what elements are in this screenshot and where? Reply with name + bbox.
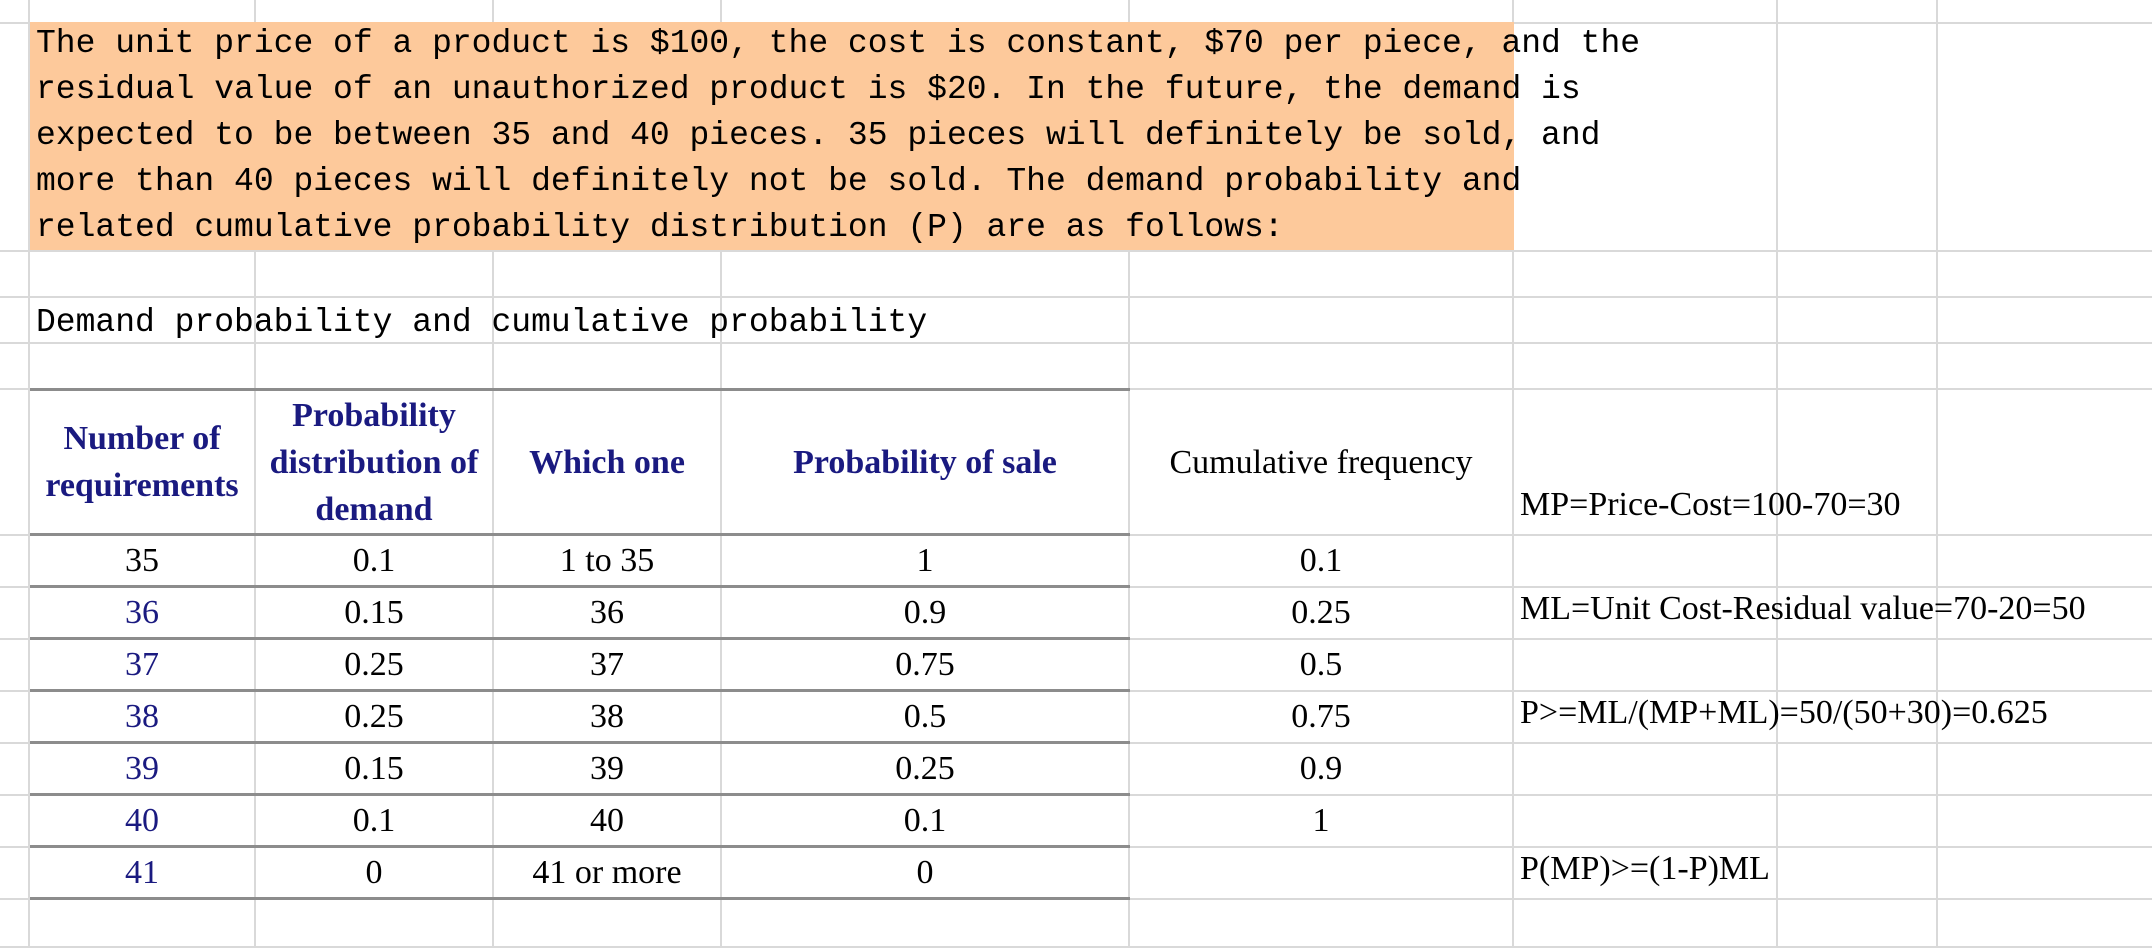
table-cell[interactable]: 0.9: [1299, 749, 1343, 787]
problem-description-line: residual value of an unauthorized produc…: [36, 71, 1581, 108]
table-cell[interactable]: 0.1: [1299, 541, 1343, 579]
table-cell[interactable]: 0.1: [903, 801, 947, 839]
table-cell[interactable]: 0.15: [344, 593, 404, 631]
table-cell[interactable]: 0.25: [1291, 593, 1351, 631]
grid-col-line: [28, 0, 30, 948]
table-cell[interactable]: 0.1: [352, 801, 396, 839]
table-background: [30, 390, 1130, 900]
grid-col-line: [1936, 0, 1938, 948]
table-cell[interactable]: 0.75: [895, 645, 955, 683]
table-cell[interactable]: 37: [125, 645, 159, 683]
table-cell[interactable]: 41 or more: [532, 853, 682, 891]
table-cell[interactable]: 36: [125, 593, 159, 631]
table-cell[interactable]: 0.25: [344, 645, 404, 683]
table-column-line: [1128, 390, 1130, 900]
note-ml[interactable]: ML=Unit Cost-Residual value=70-20=50: [1520, 590, 2086, 627]
table-cell[interactable]: 40: [125, 801, 159, 839]
table-cell[interactable]: 0.5: [1299, 645, 1343, 683]
grid-row-line: [0, 296, 2152, 298]
table-cell[interactable]: 0.1: [352, 541, 396, 579]
table-cell[interactable]: 0: [916, 853, 934, 891]
table-rule: [30, 689, 1130, 692]
table-rule: [30, 845, 1130, 848]
grid-row-line: [0, 342, 2152, 344]
table-column-line: [492, 390, 494, 900]
table-rule: [30, 388, 1130, 391]
table-cell[interactable]: 39: [590, 749, 624, 787]
header-probability-of-sale[interactable]: Probability of sale: [793, 443, 1057, 481]
table-rule: [30, 585, 1130, 588]
table-cell[interactable]: 38: [590, 697, 624, 735]
grid-col-line: [1512, 0, 1514, 948]
table-rule: [30, 533, 1130, 536]
table-cell[interactable]: 0.5: [903, 697, 947, 735]
table-column-line: [720, 390, 722, 900]
table-cell[interactable]: [1130, 848, 1512, 897]
grid-col-line: [1776, 0, 1778, 948]
table-cell[interactable]: 0.25: [344, 697, 404, 735]
table-cell[interactable]: 37: [590, 645, 624, 683]
header-cumulative-frequency[interactable]: Cumulative frequency: [1169, 443, 1473, 481]
table-rule: [30, 741, 1130, 744]
table-cell[interactable]: 0.25: [895, 749, 955, 787]
grid-row-line: [0, 946, 2152, 948]
table-cell[interactable]: 40: [590, 801, 624, 839]
table-cell[interactable]: 41: [125, 853, 159, 891]
table-rule: [30, 793, 1130, 796]
table-cell[interactable]: 1 to 35: [559, 541, 655, 579]
table-caption[interactable]: Demand probability and cumulative probab…: [36, 304, 928, 341]
problem-description-line: expected to be between 35 and 40 pieces.…: [36, 117, 1601, 154]
note-inequality[interactable]: P(MP)>=(1-P)ML: [1520, 850, 1770, 887]
table-column-line: [254, 390, 256, 900]
table-cell[interactable]: 0.75: [1291, 697, 1351, 735]
table-rule: [30, 897, 1130, 900]
table-cell[interactable]: 39: [125, 749, 159, 787]
table-cell[interactable]: 1: [1312, 801, 1330, 839]
header-number-of-requirements[interactable]: Number of requirements: [45, 420, 239, 504]
problem-description-cell[interactable]: [30, 22, 1514, 250]
header-which-one[interactable]: Which one: [529, 443, 685, 481]
note-p[interactable]: P>=ML/(MP+ML)=50/(50+30)=0.625: [1520, 694, 2048, 731]
table-cell[interactable]: 38: [125, 697, 159, 735]
table-cell[interactable]: 1: [916, 541, 934, 579]
problem-description-line: more than 40 pieces will definitely not …: [36, 163, 1522, 200]
grid-row-line: [0, 250, 2152, 252]
table-cell[interactable]: 36: [590, 593, 624, 631]
table-cell[interactable]: 0: [365, 853, 383, 891]
table-cell[interactable]: 0.15: [344, 749, 404, 787]
table-cell[interactable]: 0.9: [903, 593, 947, 631]
problem-description-line: related cumulative probability distribut…: [36, 209, 1284, 246]
table-cell[interactable]: 35: [125, 541, 159, 579]
problem-description-line: The unit price of a product is $100, the…: [36, 25, 1641, 62]
table-rule: [30, 637, 1130, 640]
header-probability-distribution[interactable]: Probability distribution of demand: [269, 396, 479, 528]
note-mp[interactable]: MP=Price-Cost=100-70=30: [1520, 486, 1901, 523]
